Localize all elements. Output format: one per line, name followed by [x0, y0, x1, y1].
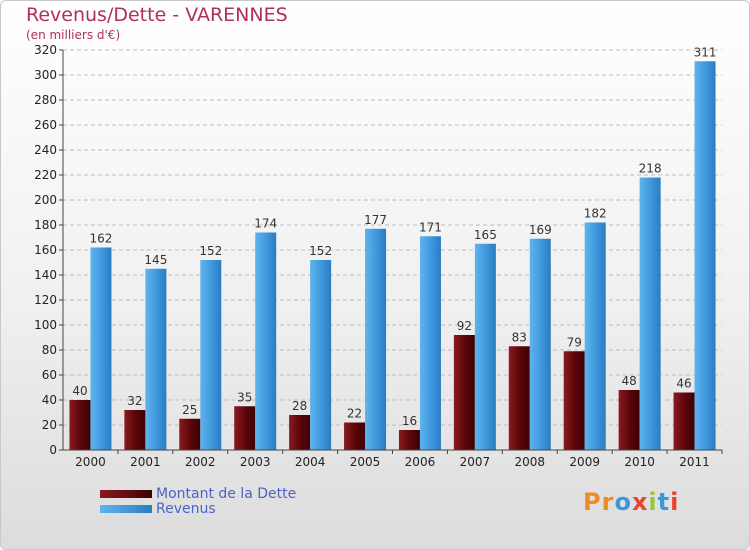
logo-letter: i [648, 488, 658, 516]
bar-dette-2008 [508, 346, 530, 450]
bar-revenus-2003 [255, 232, 277, 450]
bar-dette-2006 [398, 430, 420, 450]
data-label-dette-2008: 83 [512, 330, 527, 344]
x-tick-label: 2010 [624, 455, 655, 469]
x-tick-label: 2008 [515, 455, 546, 469]
x-tick-label: 2004 [295, 455, 326, 469]
legend-item-dette: Montant de la Dette [100, 485, 297, 502]
data-label-dette-2010: 48 [621, 374, 636, 388]
bar-revenus-2004 [310, 260, 332, 450]
data-label-dette-2002: 25 [182, 403, 197, 417]
bar-revenus-2007 [474, 243, 496, 450]
y-tick-label: 180 [34, 218, 57, 232]
bar-dette-2007 [453, 335, 475, 450]
y-tick-label: 120 [34, 293, 57, 307]
logo-letter: i [670, 488, 680, 516]
y-tick-label: 280 [34, 93, 57, 107]
bar-dette-2003 [234, 406, 256, 450]
bar-revenus-2000 [90, 247, 112, 450]
logo-letter: P [583, 488, 602, 516]
legend-label-dette: Montant de la Dette [156, 485, 297, 502]
chart-subtitle: (en milliers d'€) [26, 28, 121, 42]
data-label-dette-2003: 35 [237, 390, 252, 404]
data-label-revenus-2002: 152 [199, 244, 222, 258]
data-label-dette-2011: 46 [676, 377, 691, 391]
data-label-revenus-2007: 165 [474, 228, 497, 242]
data-label-dette-2004: 28 [292, 399, 307, 413]
x-tick-label: 2002 [185, 455, 216, 469]
data-label-revenus-2011: 311 [694, 45, 717, 59]
bar-revenus-2009 [584, 222, 606, 450]
bar-dette-2009 [563, 351, 585, 450]
data-label-revenus-2010: 218 [639, 162, 662, 176]
x-tick-label: 2001 [130, 455, 161, 469]
x-tick-label: 2011 [679, 455, 710, 469]
x-axis: 2000 2001 2002 2003 2004 2005 2006 2007 2008 2009… [63, 449, 723, 469]
data-label-revenus-2001: 145 [144, 253, 167, 267]
logo-letter: t [657, 488, 671, 516]
bar-revenus-2005 [365, 228, 387, 450]
bar-dette-2000 [69, 400, 91, 450]
data-label-revenus-2003: 174 [254, 217, 277, 231]
data-label-revenus-2000: 162 [90, 232, 113, 246]
y-tick-label: 20 [42, 418, 57, 432]
bar-dette-2001 [124, 410, 146, 450]
y-tick-label: 220 [34, 168, 57, 182]
logo-letter: r [601, 488, 615, 516]
bars-group: 40 162 32 145 25 152 35 174 28 152 22 177 16 171 92 165… [69, 45, 716, 450]
data-label-revenus-2005: 177 [364, 213, 387, 227]
y-tick-label: 80 [42, 343, 57, 357]
x-tick-label: 2009 [569, 455, 600, 469]
bar-dette-2011 [673, 392, 695, 450]
bar-revenus-2006 [419, 236, 441, 450]
legend: Montant de la Dette Revenus [100, 485, 297, 517]
y-tick-label: 200 [34, 193, 57, 207]
data-label-dette-2000: 40 [72, 384, 87, 398]
legend-swatch-revenus [100, 504, 152, 513]
y-tick-label: 60 [42, 368, 57, 382]
bar-revenus-2011 [694, 61, 716, 450]
legend-swatch-dette [100, 489, 152, 498]
y-tick-label: 300 [34, 68, 57, 82]
gridlines [63, 49, 722, 451]
y-tick-label: 140 [34, 268, 57, 282]
bar-revenus-2008 [529, 238, 551, 450]
legend-label-revenus: Revenus [156, 500, 216, 517]
bar-dette-2010 [618, 390, 640, 450]
chart-title: Revenus/Dette - VARENNES [26, 4, 288, 26]
bar-revenus-2010 [639, 177, 661, 450]
y-tick-label: 100 [34, 318, 57, 332]
bar-chart: 0 20 40 60 80 100 120 140 160 180 200 220 240 260 280 3… [34, 43, 723, 469]
data-label-dette-2001: 32 [127, 394, 142, 408]
x-tick-label: 2000 [75, 455, 106, 469]
bar-dette-2004 [289, 415, 311, 450]
y-tick-label: 160 [34, 243, 57, 257]
y-tick-label: 260 [34, 118, 57, 132]
data-label-dette-2006: 16 [402, 414, 417, 428]
logo-letter: o [614, 488, 632, 516]
bar-dette-2005 [344, 422, 366, 450]
x-tick-label: 2005 [350, 455, 381, 469]
y-tick-label: 240 [34, 143, 57, 157]
x-tick-label: 2006 [405, 455, 436, 469]
data-label-revenus-2004: 152 [309, 244, 332, 258]
proxiti-logo: Proxiti [583, 488, 679, 516]
data-label-revenus-2006: 171 [419, 220, 442, 234]
y-tick-label: 40 [42, 393, 57, 407]
logo-letter: x [631, 488, 649, 516]
y-axis: 0 20 40 60 80 100 120 140 160 180 200 220 240 260 280 3… [34, 43, 64, 457]
x-tick-label: 2007 [460, 455, 491, 469]
data-label-revenus-2008: 169 [529, 223, 552, 237]
y-tick-label: 320 [34, 43, 57, 57]
y-tick-label: 0 [49, 443, 57, 457]
bar-revenus-2002 [200, 260, 222, 450]
data-label-dette-2007: 92 [457, 319, 472, 333]
bar-revenus-2001 [145, 268, 167, 450]
data-label-dette-2009: 79 [567, 335, 582, 349]
data-label-dette-2005: 22 [347, 407, 362, 421]
x-tick-label: 2003 [240, 455, 271, 469]
bar-dette-2002 [179, 418, 201, 450]
legend-item-revenus: Revenus [100, 500, 296, 517]
data-label-revenus-2009: 182 [584, 207, 607, 221]
